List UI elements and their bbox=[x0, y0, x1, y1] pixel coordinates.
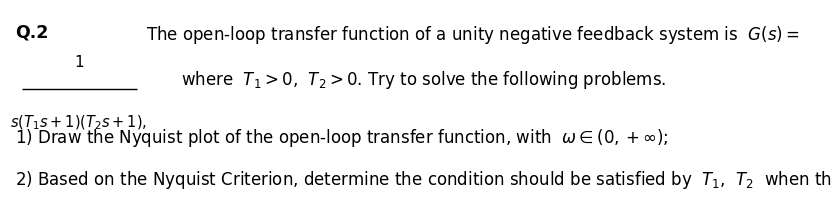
Text: 2) Based on the Nyquist Criterion, determine the condition should be satisfied b: 2) Based on the Nyquist Criterion, deter… bbox=[15, 169, 832, 191]
Text: 1: 1 bbox=[74, 55, 84, 70]
Text: where  $T_1 > 0$,  $T_2 > 0$. Try to solve the following problems.: where $T_1 > 0$, $T_2 > 0$. Try to solve… bbox=[181, 69, 666, 91]
Text: 1) Draw the Nyquist plot of the open-loop transfer function, with  $\omega\in(0,: 1) Draw the Nyquist plot of the open-loo… bbox=[15, 127, 669, 149]
Text: Q.2: Q.2 bbox=[15, 24, 48, 42]
Text: $s(T_1s+1)(T_2s+1)$,: $s(T_1s+1)(T_2s+1)$, bbox=[11, 113, 147, 132]
Text: The open-loop transfer function of a unity negative feedback system is  $G(s) =$: The open-loop transfer function of a uni… bbox=[146, 24, 799, 46]
